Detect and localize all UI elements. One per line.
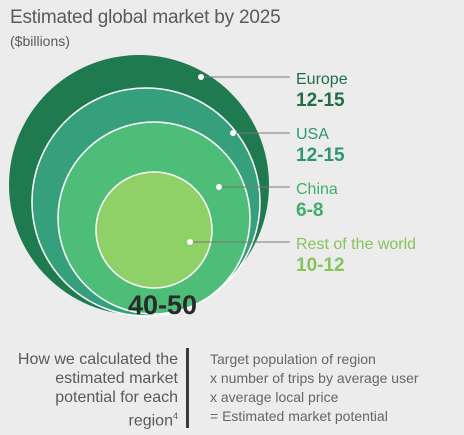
method-formula: Target population of region x number of … [210, 350, 460, 426]
series-name: Rest of the world [296, 236, 417, 253]
legend-label: Rest of the world 10-12 [296, 235, 416, 277]
chart-title: Estimated global market by 2025 [10, 7, 281, 28]
leader-dot [198, 74, 204, 80]
formula-line: = Estimated market potential [210, 408, 388, 424]
leader-dot [187, 239, 193, 245]
method-heading: How we calculated the estimated market p… [17, 351, 178, 430]
formula-line: Target population of region [210, 351, 376, 367]
series-value: 6-8 [296, 200, 324, 221]
leader-dot [216, 184, 222, 190]
leader-dot [230, 130, 236, 136]
legend-label: China 6-8 [296, 180, 338, 222]
series-name: Europe [296, 71, 348, 88]
bubble-rest-of-the-world [95, 171, 213, 289]
total-value: 40-50 [127, 290, 198, 320]
footnote-marker: 4 [172, 411, 178, 421]
formula-line: x number of trips by average user [210, 370, 419, 386]
legend-label: Europe 12-15 [296, 70, 348, 112]
series-value: 10-12 [296, 255, 345, 276]
series-value: 12-15 [296, 145, 345, 166]
chart-subtitle: ($billions) [10, 33, 70, 49]
series-name: USA [296, 126, 329, 143]
series-value: 12-15 [296, 90, 345, 111]
series-name: China [296, 181, 338, 198]
formula-line: x average local price [210, 389, 339, 405]
divider-bar [186, 348, 189, 428]
legend-label: USA 12-15 [296, 125, 345, 167]
